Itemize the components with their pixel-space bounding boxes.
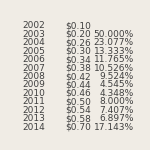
- Text: 2003: 2003: [22, 30, 45, 39]
- Text: 2007: 2007: [22, 64, 45, 73]
- Text: 2013: 2013: [22, 114, 45, 123]
- Text: 23.077%: 23.077%: [94, 38, 134, 47]
- Text: 2006: 2006: [22, 55, 45, 64]
- Text: 9.524%: 9.524%: [100, 72, 134, 81]
- Text: 2011: 2011: [22, 97, 45, 106]
- Text: 2009: 2009: [22, 81, 45, 90]
- Text: 10.526%: 10.526%: [94, 64, 134, 73]
- Text: $0.34: $0.34: [65, 55, 91, 64]
- Text: $0.50: $0.50: [65, 97, 91, 106]
- Text: $0.58: $0.58: [65, 114, 91, 123]
- Text: $0.10: $0.10: [65, 21, 91, 30]
- Text: 11.765%: 11.765%: [94, 55, 134, 64]
- Text: 2004: 2004: [22, 38, 45, 47]
- Text: 2010: 2010: [22, 89, 45, 98]
- Text: $0.38: $0.38: [65, 64, 91, 73]
- Text: 2014: 2014: [22, 123, 45, 132]
- Text: 4.348%: 4.348%: [100, 89, 134, 98]
- Text: 2008: 2008: [22, 72, 45, 81]
- Text: 17.143%: 17.143%: [94, 123, 134, 132]
- Text: 2012: 2012: [22, 106, 45, 115]
- Text: $0.46: $0.46: [65, 89, 91, 98]
- Text: $0.42: $0.42: [65, 72, 91, 81]
- Text: 8.000%: 8.000%: [99, 97, 134, 106]
- Text: $0.70: $0.70: [65, 123, 91, 132]
- Text: 2002: 2002: [22, 21, 45, 30]
- Text: 13.333%: 13.333%: [94, 47, 134, 56]
- Text: $0.44: $0.44: [65, 81, 91, 90]
- Text: 7.407%: 7.407%: [99, 106, 134, 115]
- Text: 50.000%: 50.000%: [94, 30, 134, 39]
- Text: $0.54: $0.54: [65, 106, 91, 115]
- Text: $0.20: $0.20: [65, 30, 91, 39]
- Text: $0.26: $0.26: [65, 38, 91, 47]
- Text: $0.30: $0.30: [65, 47, 91, 56]
- Text: 2005: 2005: [22, 47, 45, 56]
- Text: 6.897%: 6.897%: [99, 114, 134, 123]
- Text: 4.545%: 4.545%: [100, 81, 134, 90]
